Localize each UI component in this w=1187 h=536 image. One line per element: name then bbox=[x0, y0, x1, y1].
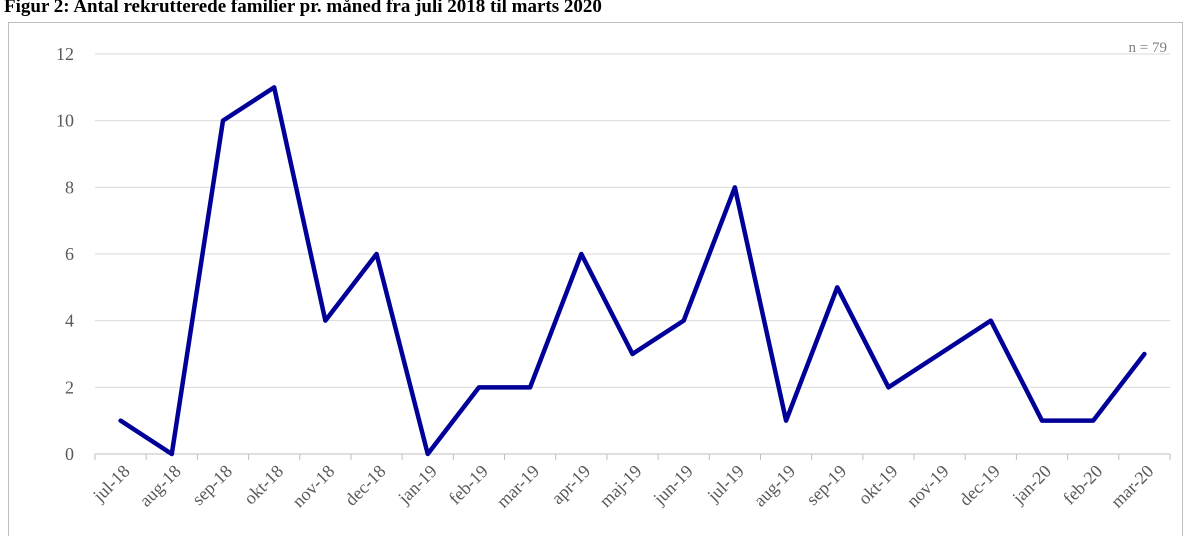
x-tick-label: maj-19 bbox=[595, 461, 645, 511]
y-tick-label: 12 bbox=[56, 44, 74, 64]
y-tick-label: 0 bbox=[65, 444, 74, 464]
x-tick-label: mar-20 bbox=[1107, 461, 1158, 512]
chart-border bbox=[8, 22, 1183, 536]
x-tick-label: nov-18 bbox=[288, 461, 338, 511]
x-tick-label: apr-19 bbox=[547, 461, 594, 508]
x-tick-label: sep-19 bbox=[802, 461, 850, 509]
chart-title: Figur 2: Antal rekrutterede familier pr.… bbox=[4, 0, 602, 17]
y-tick-label: 2 bbox=[65, 377, 74, 397]
x-tick-label: jul-19 bbox=[703, 461, 748, 506]
line bbox=[118, 85, 1147, 457]
y-tick-label: 4 bbox=[65, 311, 74, 331]
y-tick-label: 8 bbox=[65, 177, 74, 197]
y-tick-label: 6 bbox=[65, 244, 74, 264]
x-tick-label: feb-20 bbox=[1059, 461, 1106, 508]
x-tick-label: okt-18 bbox=[240, 461, 287, 508]
y-tick-label: 10 bbox=[56, 111, 74, 131]
x-tick-label: jun-19 bbox=[649, 461, 697, 509]
x-tick-label: okt-19 bbox=[854, 461, 901, 508]
x-tick-label: jan-20 bbox=[1008, 461, 1055, 508]
x-tick-label: dec-18 bbox=[341, 461, 390, 510]
x-tick-label: dec-19 bbox=[955, 461, 1004, 510]
x-tick-label: sep-18 bbox=[188, 461, 236, 509]
x-tick-label: mar-19 bbox=[493, 461, 544, 512]
x-tick-label: aug-18 bbox=[135, 461, 184, 510]
x-tick-label: aug-19 bbox=[750, 461, 799, 510]
x-tick-label: jan-19 bbox=[393, 461, 440, 508]
x-tick-label: feb-19 bbox=[445, 461, 492, 508]
annotation: n = 79 bbox=[1129, 40, 1167, 56]
x-tick-label: jul-18 bbox=[88, 461, 133, 506]
x-tick-label: nov-19 bbox=[903, 461, 953, 511]
